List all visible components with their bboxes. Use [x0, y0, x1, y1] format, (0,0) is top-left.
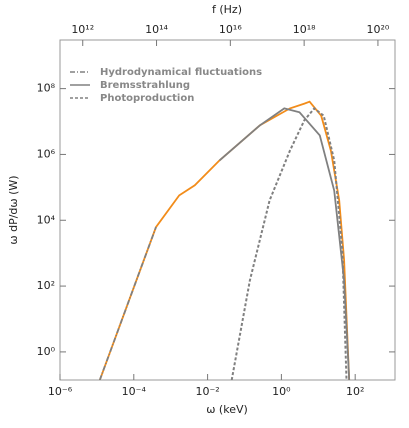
series-line [98, 226, 157, 380]
series-line [230, 107, 348, 380]
x2-tick-label: 10¹² [71, 23, 94, 36]
x2-tick-label: 10¹⁸ [293, 23, 316, 36]
x-tick-label: 10⁰ [272, 385, 291, 398]
legend-label: Photoproduction [100, 93, 194, 104]
x-axis-label: ω (keV) [206, 403, 248, 416]
y-tick-label: 10⁰ [37, 345, 56, 358]
x-tick-label: 10² [346, 385, 364, 398]
x2-tick-label: 10²⁰ [367, 23, 390, 36]
x-tick-label: 10⁻⁴ [122, 385, 147, 398]
curves [98, 100, 351, 380]
y-axis-label: ω dP/dω (W) [7, 175, 20, 244]
plot-frame [59, 39, 396, 381]
x-tick-label: 10⁻² [195, 385, 219, 398]
y-tick-label: 10⁶ [37, 147, 56, 160]
series-line [98, 100, 351, 380]
y-tick-label: 10⁴ [37, 213, 56, 226]
legend-label: Bremsstrahlung [100, 80, 190, 91]
y-tick-label: 10² [37, 279, 55, 292]
y-tick-label: 10⁸ [37, 82, 56, 95]
x2-tick-label: 10¹⁴ [145, 23, 168, 36]
legend-label: Hydrodynamical fluctuations [100, 67, 262, 78]
x2-tick-label: 10¹⁶ [219, 23, 242, 36]
series-line [218, 107, 351, 380]
x2-axis-label: f (Hz) [212, 3, 242, 16]
x-tick-label: 10⁻⁶ [48, 385, 73, 398]
